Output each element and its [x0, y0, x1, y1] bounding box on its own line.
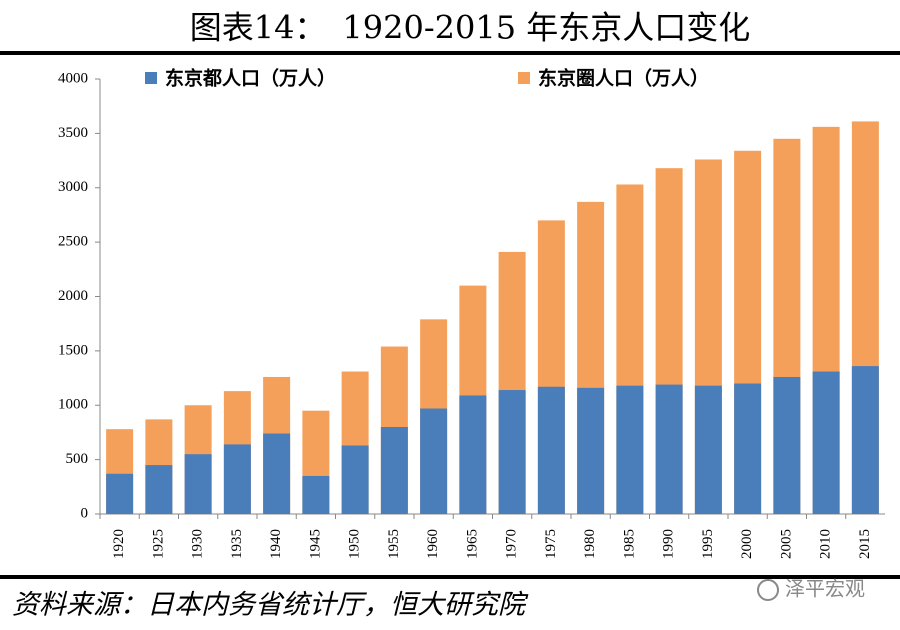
y-tick-label: 2000 — [58, 288, 88, 304]
x-tick-label: 2005 — [778, 529, 794, 559]
x-tick-label: 1975 — [543, 529, 559, 559]
bar — [223, 444, 251, 514]
y-tick-label: 4000 — [58, 70, 88, 86]
legend-swatch — [145, 72, 157, 84]
bar — [380, 427, 408, 514]
bar — [145, 465, 173, 514]
x-tick-label: 1970 — [504, 529, 520, 559]
bar — [106, 473, 134, 514]
x-tick-label: 1925 — [150, 529, 166, 559]
x-tick-label: 1995 — [700, 529, 716, 559]
bar — [420, 408, 448, 514]
bar — [616, 385, 644, 514]
bar — [302, 475, 330, 514]
bar — [694, 385, 722, 514]
x-tick-label: 1930 — [190, 529, 206, 559]
bar — [734, 383, 762, 514]
bar — [498, 390, 526, 514]
bar — [655, 384, 683, 514]
bar — [263, 433, 291, 514]
y-tick-label: 2500 — [58, 234, 88, 250]
source-note: 资料来源：日本内务省统计厅，恒大研究院 — [12, 590, 529, 621]
chart-title: 图表14： 1920-2015 年东京人口变化 — [190, 9, 751, 47]
bar — [773, 376, 801, 514]
bar — [184, 454, 212, 514]
x-tick-label: 2000 — [739, 529, 755, 559]
bar — [851, 366, 879, 514]
x-tick-label: 1920 — [111, 529, 127, 559]
bar — [812, 371, 840, 514]
bar — [537, 386, 565, 514]
x-tick-label: 1955 — [386, 529, 402, 559]
y-tick-label: 1500 — [58, 342, 88, 358]
x-tick-label: 1990 — [661, 529, 677, 559]
x-tick-label: 1960 — [425, 529, 441, 559]
x-tick-label: 1935 — [229, 529, 245, 559]
watermark: 泽平宏观 — [785, 577, 865, 601]
x-tick-label: 1950 — [347, 529, 363, 559]
legend-label: 东京都人口（万人） — [165, 67, 336, 90]
bar — [459, 395, 487, 514]
x-tick-label: 1985 — [621, 529, 637, 559]
x-tick-label: 1940 — [268, 529, 284, 559]
y-tick-label: 3000 — [58, 179, 88, 195]
y-tick-label: 0 — [81, 505, 89, 521]
watermark-icon — [757, 579, 779, 601]
x-tick-label: 2015 — [857, 529, 873, 559]
y-tick-label: 3500 — [58, 125, 88, 141]
y-tick-label: 500 — [66, 451, 89, 467]
legend-label: 东京圈人口（万人） — [538, 67, 709, 90]
title-rule — [0, 51, 900, 55]
footer-rule — [0, 575, 900, 579]
legend-swatch — [518, 72, 530, 84]
bar — [577, 387, 605, 514]
x-tick-label: 1965 — [464, 529, 480, 559]
bar — [341, 445, 369, 514]
x-tick-label: 1980 — [582, 529, 598, 559]
x-tick-label: 2010 — [818, 529, 834, 559]
y-tick-label: 1000 — [58, 397, 88, 413]
x-tick-label: 1945 — [307, 529, 323, 559]
